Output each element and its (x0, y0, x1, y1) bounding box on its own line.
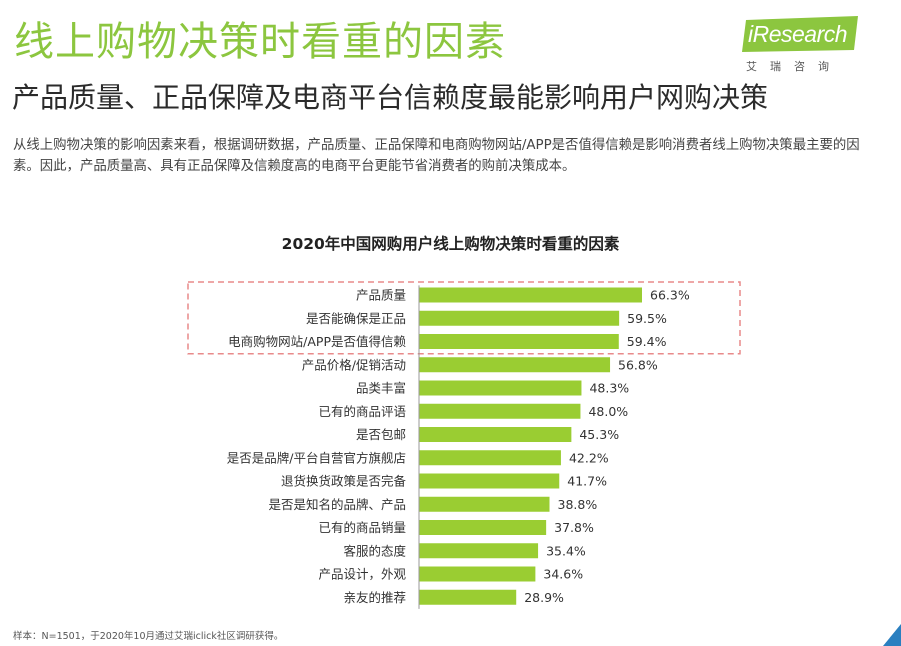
category-label-10: 是否是知名的品牌、产品 (268, 497, 406, 512)
logo-text: iResearch (748, 21, 848, 47)
page-subtitle: 产品质量、正品保障及电商平台信赖度最能影响用户网购决策 (12, 81, 769, 114)
category-label-12: 客服的态度 (343, 543, 406, 558)
bar-3 (419, 334, 619, 349)
bar-10 (419, 496, 550, 512)
highlight-box (187, 281, 741, 355)
value-label-11: 37.8% (554, 520, 594, 535)
page-title: 线上购物决策时看重的因素 (14, 19, 506, 65)
category-label-7: 是否包邮 (356, 427, 406, 442)
bar-7 (419, 427, 572, 442)
category-label-11: 已有的商品销量 (318, 520, 406, 535)
bar-5 (419, 380, 582, 396)
bar-chart: 产品质量 66.3% 是否能确保是正品 59.5% 电商购物网站/APP是否值得信赖 59… (187, 281, 741, 609)
category-label-4: 产品价格/促销活动 (302, 357, 406, 372)
source-note: 样本：N=1501，于2020年10月通过艾瑞iclick社区调研获得。 (13, 631, 284, 642)
value-label-12: 35.4% (546, 543, 586, 558)
corner-decoration (883, 624, 901, 646)
page-description: 从线上购物决策的影响因素来看，根据调研数据，产品质量、正品保障和电商购物网站/A… (13, 138, 860, 174)
value-label-4: 56.8% (618, 357, 658, 372)
bar-4 (419, 357, 611, 373)
logo-badge-shape (742, 16, 858, 52)
value-label-6: 48.0% (588, 404, 628, 419)
iresearch-logo: iResearch 艾瑞咨询 (742, 16, 862, 78)
value-label-1: 66.3% (650, 288, 690, 303)
value-label-9: 41.7% (567, 474, 607, 489)
value-label-13: 34.6% (543, 567, 583, 582)
value-label-14: 28.9% (524, 590, 564, 605)
bar-6 (419, 403, 581, 419)
bar-13 (419, 566, 536, 582)
value-label-7: 45.3% (579, 427, 619, 442)
bar-14 (419, 589, 517, 605)
bar-12 (419, 543, 539, 559)
value-label-8: 42.2% (569, 450, 609, 465)
category-label-2: 是否能确保是正品 (306, 311, 406, 326)
category-label-14: 亲友的推荐 (343, 590, 406, 605)
value-label-3: 59.4% (627, 334, 667, 349)
chart-title: 2020年中国网购用户线上购物决策时看重的因素 (281, 235, 620, 253)
value-label-5: 48.3% (589, 381, 629, 396)
category-label-5: 品类丰富 (356, 381, 406, 396)
category-label-6: 已有的商品评语 (318, 404, 406, 419)
value-label-10: 38.8% (558, 497, 598, 512)
bar-2 (419, 310, 620, 326)
bar-1 (419, 287, 642, 303)
category-label-3: 电商购物网站/APP是否值得信赖 (228, 334, 406, 349)
category-label-8: 是否是品牌/平台自营官方旗舰店 (227, 450, 406, 465)
category-label-9: 退货换货政策是否完备 (281, 474, 407, 489)
category-label-1: 产品质量 (356, 288, 406, 303)
value-label-2: 59.5% (627, 311, 667, 326)
bar-9 (419, 473, 560, 489)
bar-11 (419, 520, 547, 535)
logo-chinese-text: 艾瑞咨询 (746, 60, 842, 73)
category-label-13: 产品设计，外观 (318, 567, 406, 582)
bar-8 (419, 450, 561, 466)
